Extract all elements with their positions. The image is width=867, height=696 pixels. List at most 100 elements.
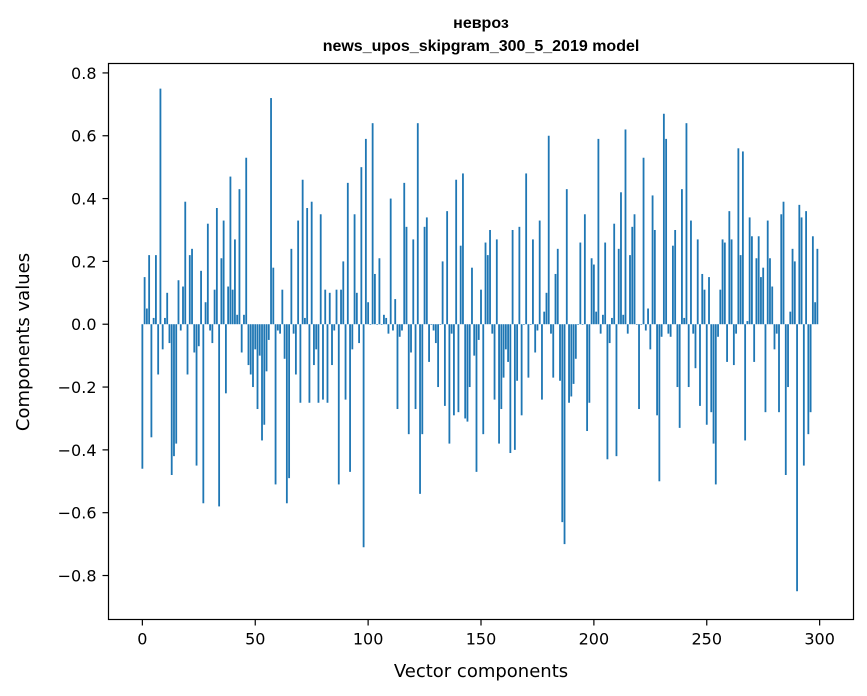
bar-162	[507, 324, 509, 362]
bar-20	[186, 324, 189, 375]
bar-132	[439, 324, 442, 325]
bar-80	[322, 324, 324, 400]
bar-11	[166, 292, 169, 325]
bar-58	[272, 267, 275, 325]
bar-296	[809, 324, 812, 413]
bar-227	[653, 229, 656, 325]
plot-frame	[107, 62, 855, 621]
bar-273	[757, 236, 760, 325]
bar-275	[762, 267, 765, 325]
bar-207	[608, 324, 611, 344]
bar-255	[717, 324, 719, 337]
bar-216	[629, 255, 631, 325]
x-tick-label: 250	[691, 630, 722, 649]
bar-4	[150, 324, 153, 438]
bar-221	[640, 324, 643, 325]
bar-26	[200, 270, 202, 325]
bar-50	[254, 324, 257, 350]
bar-121	[414, 324, 417, 410]
chart-subtitle: news_upos_skipgram_300_5_2019 model	[323, 38, 640, 55]
bar-103	[373, 273, 376, 325]
bar-112	[394, 299, 397, 325]
bar-17	[179, 324, 182, 331]
bar-287	[789, 311, 792, 325]
bar-164	[511, 229, 514, 325]
bar-104	[376, 324, 379, 325]
bar-252	[710, 324, 713, 413]
bar-118	[407, 324, 410, 435]
bar-250	[705, 324, 708, 425]
bar-152	[484, 242, 487, 325]
chart-title: невроз	[453, 15, 509, 32]
bar-297	[811, 236, 814, 325]
bar-228	[656, 324, 658, 416]
bar-258	[723, 242, 726, 325]
bar-245	[694, 324, 697, 369]
bar-282	[778, 324, 780, 413]
bar-272	[755, 258, 758, 325]
bar-106	[380, 324, 383, 325]
bar-51	[256, 324, 259, 410]
x-tick-label: 50	[245, 630, 265, 649]
bar-79	[319, 214, 322, 325]
bar-75	[310, 201, 313, 325]
bar-267	[744, 324, 747, 441]
bar-191	[572, 324, 575, 384]
bar-137	[450, 324, 453, 334]
bar-218	[633, 214, 636, 325]
x-tick-label: 300	[804, 630, 835, 649]
bar-7	[157, 324, 160, 375]
bar-202	[597, 138, 600, 325]
bar-59	[274, 324, 277, 485]
bar-34	[218, 324, 221, 507]
bar-101	[369, 324, 372, 325]
bar-99	[364, 138, 367, 325]
bar-241	[685, 123, 688, 325]
bar-95	[355, 292, 358, 325]
bar-246	[696, 239, 699, 325]
bar-88	[340, 289, 342, 325]
bar-213	[622, 314, 625, 325]
bar-157	[495, 239, 498, 325]
bar-203	[599, 324, 602, 334]
bar-186	[561, 324, 564, 523]
bar-253	[712, 324, 715, 444]
bar-210	[615, 324, 618, 457]
bar-116	[403, 182, 406, 325]
bar-117	[405, 226, 408, 325]
bar-13	[170, 324, 173, 475]
bar-181	[550, 324, 552, 334]
bar-288	[791, 248, 794, 325]
bar-136	[448, 324, 451, 444]
bar-214	[624, 129, 627, 325]
bar-283	[780, 214, 783, 325]
bar-260	[728, 211, 731, 325]
bar-114	[398, 324, 401, 337]
bar-239	[681, 189, 683, 325]
bar-67	[292, 324, 295, 334]
bar-61	[279, 324, 281, 334]
bar-133	[441, 261, 444, 325]
bar-170	[525, 173, 528, 325]
bar-105	[378, 258, 381, 325]
bar-166	[516, 324, 519, 381]
bar-232	[665, 138, 668, 325]
bar-292	[800, 217, 803, 325]
bar-225	[649, 324, 652, 350]
bar-219	[635, 324, 638, 325]
bar-279	[771, 286, 774, 325]
bar-53	[261, 324, 263, 441]
bar-229	[658, 324, 661, 482]
bar-83	[328, 292, 331, 325]
bar-55	[265, 324, 268, 372]
bar-63	[283, 324, 286, 359]
bar-122	[416, 123, 419, 325]
bar-236	[674, 229, 677, 325]
bar-234	[669, 324, 672, 337]
bar-206	[606, 324, 609, 460]
bar-222	[642, 157, 645, 325]
bar-168	[520, 324, 523, 416]
bar-24	[195, 324, 198, 466]
bar-64	[285, 324, 288, 504]
bar-148	[475, 324, 478, 472]
